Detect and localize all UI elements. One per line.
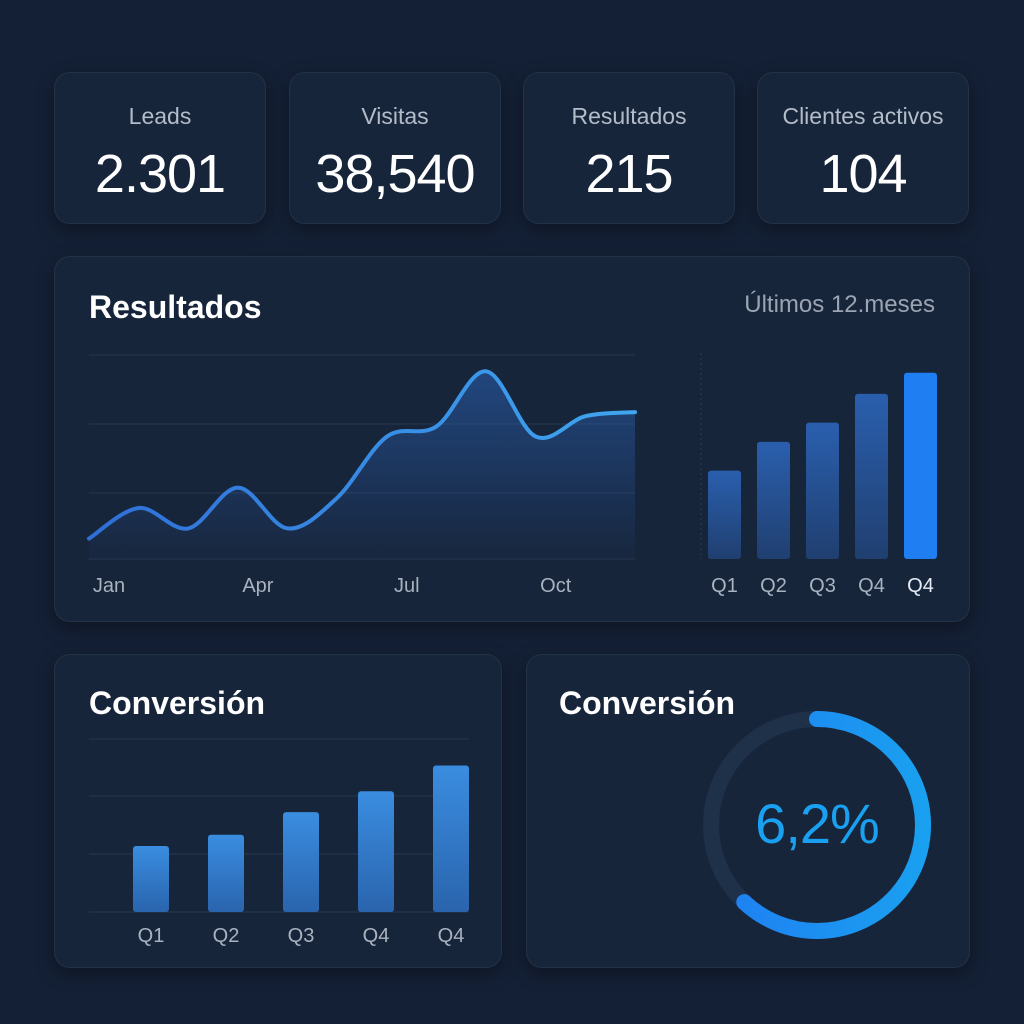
- conversion-donut-card: Conversión 6,2%: [526, 654, 970, 968]
- conversion-bar-chart: [89, 738, 469, 913]
- conversion-bars-card: Conversión Q1 Q2 Q3 Q4 Q4: [54, 654, 502, 968]
- results-chart: [87, 353, 937, 560]
- kpi-card-leads[interactable]: Leads 2.301: [54, 72, 266, 224]
- x-tick-label: Q3: [287, 925, 315, 947]
- x-tick-label: Q1: [711, 575, 738, 597]
- bar: [133, 845, 169, 912]
- kpi-value: 104: [819, 144, 907, 204]
- kpi-value: 215: [585, 144, 673, 204]
- x-tick-label: Apr: [242, 575, 274, 597]
- line-series: [87, 369, 637, 541]
- x-tick-label: Q3: [809, 575, 836, 597]
- x-tick-label: Q4: [362, 925, 390, 947]
- conversion-donut-title: Conversión: [559, 685, 736, 721]
- bar: [433, 765, 469, 912]
- results-period-label[interactable]: Últimos 12.meses: [744, 291, 935, 318]
- conversion-bars-title: Conversión: [89, 685, 266, 721]
- kpi-label: Resultados: [571, 103, 687, 129]
- bar: [806, 422, 839, 559]
- kpi-value: 38,540: [315, 144, 475, 204]
- x-tick-label: Q2: [760, 575, 787, 597]
- conversion-donut: [703, 711, 931, 939]
- donut-progress-arc: [703, 711, 931, 939]
- bar: [283, 812, 319, 912]
- results-title: Resultados: [89, 289, 262, 325]
- bar: [358, 791, 394, 912]
- results-card: Resultados Últimos 12.meses Jan Apr Jul Oct…: [54, 256, 970, 622]
- kpi-label: Clientes activos: [782, 103, 944, 129]
- bar: [708, 470, 741, 559]
- kpi-label: Visitas: [361, 103, 429, 129]
- kpi-value: 2.301: [94, 144, 226, 204]
- x-tick-label: Q1: [137, 925, 165, 947]
- x-tick-label: Q4: [437, 925, 465, 947]
- x-tick-label: Q4: [858, 575, 885, 597]
- kpi-card-visitas[interactable]: Visitas 38,540: [289, 72, 501, 224]
- bar: [855, 393, 888, 559]
- conversion-value: 6,2%: [755, 792, 880, 855]
- x-tick-label: Jul: [394, 575, 420, 597]
- x-tick-label: Q2: [212, 925, 240, 947]
- kpi-card-clientes-activos[interactable]: Clientes activos 104: [757, 72, 969, 224]
- x-tick-label: Jan: [92, 575, 126, 597]
- x-tick-label: Q4: [907, 575, 934, 597]
- bar: [904, 372, 937, 559]
- kpi-label: Leads: [128, 103, 192, 129]
- bar: [208, 834, 244, 912]
- area-fill: [89, 371, 635, 559]
- kpi-card-resultados[interactable]: Resultados 215: [523, 72, 735, 224]
- bar: [757, 441, 790, 559]
- x-tick-label: Oct: [540, 575, 572, 597]
